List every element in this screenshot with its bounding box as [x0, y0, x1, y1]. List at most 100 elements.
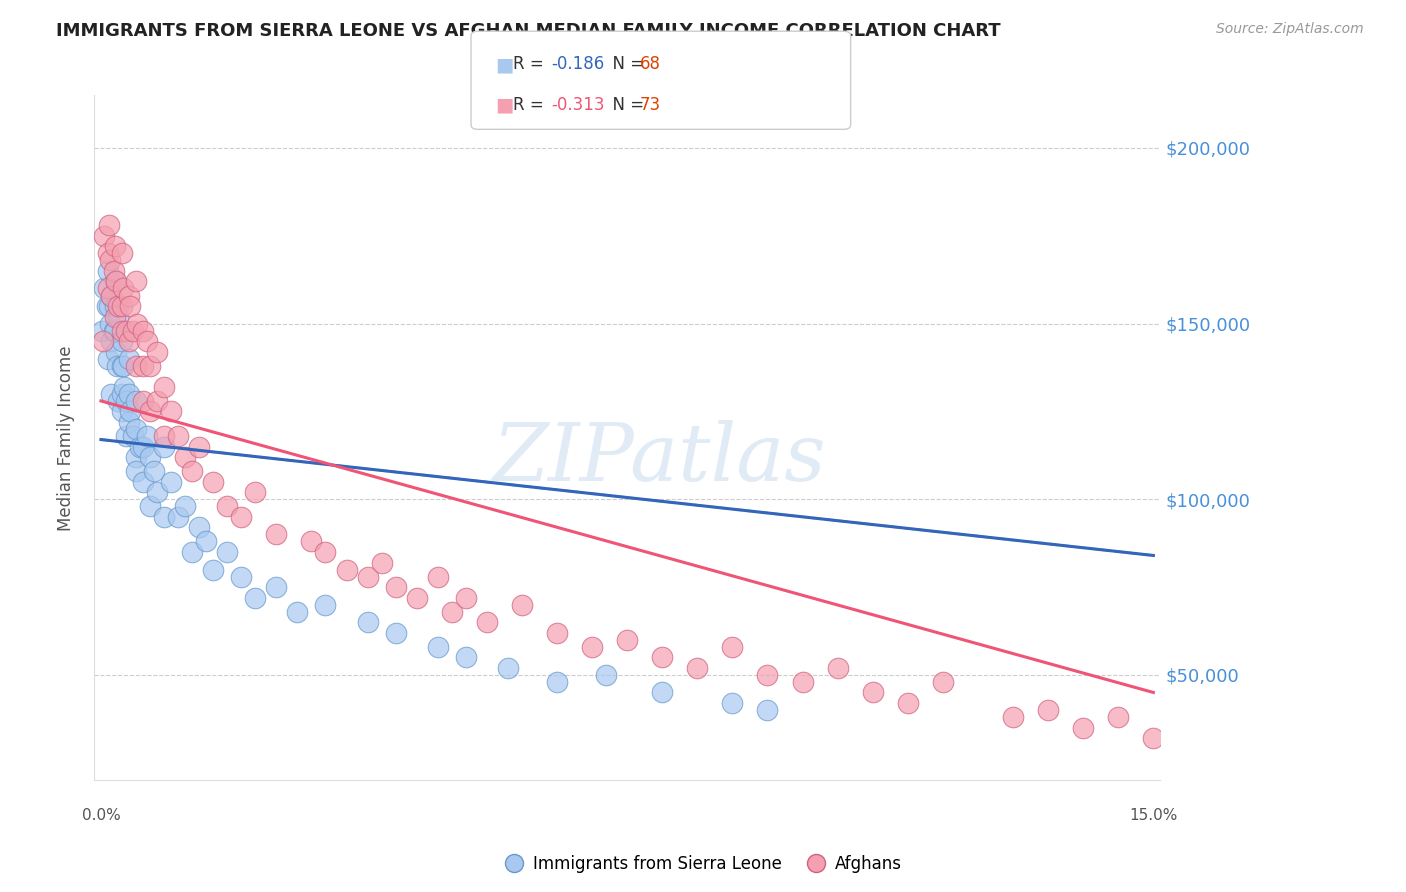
Point: [167, 509, 190, 524]
Text: 68: 68: [640, 55, 661, 73]
Point: [153, 380, 176, 394]
Point: [686, 661, 709, 675]
Point: [104, 275, 127, 289]
Point: [245, 591, 267, 605]
Point: [335, 562, 357, 576]
Point: [104, 239, 127, 253]
Point: [142, 464, 165, 478]
Point: [454, 591, 477, 605]
Point: [118, 351, 141, 366]
Point: [118, 334, 141, 348]
Point: [756, 668, 779, 682]
Point: [546, 625, 568, 640]
Point: [405, 591, 427, 605]
Point: [384, 625, 406, 640]
Point: [160, 475, 183, 489]
Point: [146, 485, 169, 500]
Text: 0.0%: 0.0%: [82, 808, 121, 823]
Point: [107, 310, 129, 324]
Point: [91, 334, 114, 348]
Point: [118, 387, 141, 401]
Point: [266, 527, 288, 541]
Point: [135, 429, 157, 443]
Point: [111, 404, 134, 418]
Point: [104, 324, 127, 338]
Point: [114, 393, 136, 408]
Point: [217, 500, 239, 514]
Point: [132, 324, 155, 338]
Point: [120, 299, 142, 313]
Text: IMMIGRANTS FROM SIERRA LEONE VS AFGHAN MEDIAN FAMILY INCOME CORRELATION CHART: IMMIGRANTS FROM SIERRA LEONE VS AFGHAN M…: [56, 22, 1001, 40]
Point: [181, 545, 204, 559]
Point: [97, 281, 120, 295]
Point: [1142, 731, 1164, 746]
Point: [100, 288, 122, 302]
Point: [111, 324, 134, 338]
Point: [314, 545, 336, 559]
Point: [132, 359, 155, 373]
Point: [510, 598, 533, 612]
Point: [245, 485, 267, 500]
Point: [97, 264, 120, 278]
Text: R =: R =: [513, 55, 550, 73]
Point: [287, 605, 309, 619]
Point: [181, 464, 204, 478]
Point: [105, 275, 128, 289]
Point: [105, 359, 128, 373]
Point: [160, 404, 183, 418]
Point: [111, 246, 134, 260]
Text: Source: ZipAtlas.com: Source: ZipAtlas.com: [1216, 22, 1364, 37]
Point: [1071, 721, 1094, 735]
Point: [103, 324, 125, 338]
Point: [114, 324, 136, 338]
Point: [167, 429, 190, 443]
Text: ZIPatlas: ZIPatlas: [492, 419, 825, 497]
Point: [475, 615, 498, 630]
Text: ■: ■: [495, 55, 513, 74]
Point: [100, 334, 122, 348]
Point: [112, 281, 135, 295]
Point: [98, 317, 121, 331]
Point: [616, 632, 638, 647]
Point: [1002, 710, 1025, 724]
Point: [139, 500, 162, 514]
Point: [125, 275, 148, 289]
Point: [132, 440, 155, 454]
Point: [128, 440, 150, 454]
Point: [125, 359, 148, 373]
Point: [146, 393, 169, 408]
Point: [153, 440, 176, 454]
Point: [174, 500, 197, 514]
Point: [125, 393, 148, 408]
Point: [651, 650, 673, 665]
Point: [721, 696, 744, 710]
Point: [827, 661, 849, 675]
Point: [118, 288, 141, 302]
Point: [125, 422, 148, 436]
Point: [98, 299, 121, 313]
Point: [107, 299, 129, 313]
Point: [111, 359, 134, 373]
Point: [112, 359, 135, 373]
Point: [202, 475, 225, 489]
Point: [174, 450, 197, 464]
Point: [97, 246, 120, 260]
Point: [125, 450, 148, 464]
Text: -0.186: -0.186: [551, 55, 605, 73]
Point: [231, 509, 253, 524]
Point: [93, 281, 115, 295]
Point: [120, 404, 142, 418]
Point: [112, 380, 135, 394]
Text: -0.313: -0.313: [551, 96, 605, 114]
Point: [301, 534, 323, 549]
Point: [897, 696, 920, 710]
Point: [651, 685, 673, 699]
Point: [356, 569, 378, 583]
Point: [266, 580, 288, 594]
Point: [440, 605, 463, 619]
Point: [139, 404, 162, 418]
Point: [93, 228, 115, 243]
Point: [188, 520, 211, 534]
Point: [104, 299, 127, 313]
Point: [454, 650, 477, 665]
